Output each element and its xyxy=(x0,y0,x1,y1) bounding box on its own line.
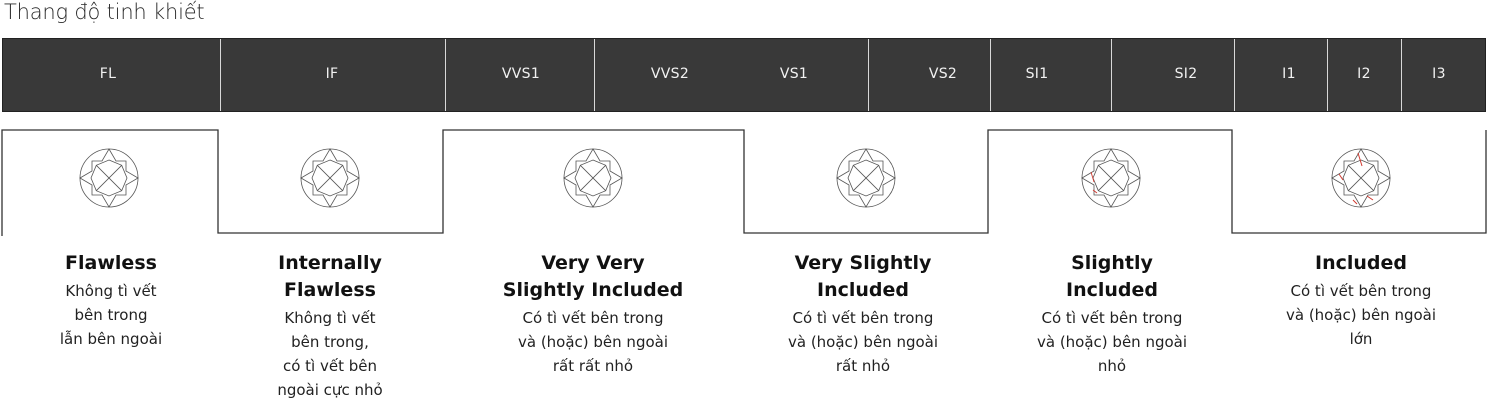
group-description: Có tì vết bên trong và (hoặc) bên ngoài … xyxy=(1286,279,1436,351)
grade-label-fl: FL xyxy=(99,66,117,82)
group-description: Có tì vết bên trong và (hoặc) bên ngoài … xyxy=(1037,306,1187,378)
scale-divider xyxy=(990,39,991,111)
group-description: Không tì vết bên trong, có tì vết bên ng… xyxy=(277,306,382,402)
large-inclusion-diamond-icon xyxy=(1331,148,1391,208)
grade-label-si1: SI1 xyxy=(1025,66,1049,82)
group-desc-line: Không tì vết xyxy=(65,282,157,300)
group-desc-line: nhỏ xyxy=(1097,357,1127,375)
grade-label-i2: I2 xyxy=(1357,66,1371,82)
group-desc-line: Không tì vết xyxy=(284,309,376,327)
clarity-group-flawless: Flawless Không tì vết bên trong lẫn bên … xyxy=(60,250,162,351)
clear-diamond-icon xyxy=(79,148,139,208)
group-desc-line: có tì vết bên xyxy=(282,357,378,375)
grade-label-vvs2: VVS2 xyxy=(650,66,690,82)
group-desc-line: Có tì vết bên trong xyxy=(1290,282,1432,300)
small-inclusion-diamond-icon xyxy=(1081,148,1141,208)
step-outline xyxy=(1,129,1487,236)
group-name-line: Slightly Included xyxy=(502,279,684,301)
group-name-line: Flawless xyxy=(65,252,157,274)
group-desc-line: và (hoặc) bên ngoài xyxy=(517,333,669,351)
group-name: Very Very Slightly Included xyxy=(503,250,683,304)
clarity-group-si: Slightly Included Có tì vết bên trong và… xyxy=(1037,250,1187,378)
group-description: Có tì vết bên trong và (hoặc) bên ngoài … xyxy=(503,306,683,378)
group-desc-line: và (hoặc) bên ngoài xyxy=(1036,333,1188,351)
clarity-scale-bar: FL IF VVS1 VVS2 VS1 VS2 SI1 SI2 I1 I2 I3 xyxy=(2,38,1486,112)
group-name-line: Slightly xyxy=(1071,252,1153,274)
scale-divider xyxy=(1234,39,1235,111)
group-name-line: Very Very xyxy=(541,252,645,274)
group-name: Internally Flawless xyxy=(277,250,382,304)
clear-diamond-icon xyxy=(563,148,623,208)
group-desc-line: Có tì vết bên trong xyxy=(792,309,934,327)
group-name-line: Internally xyxy=(278,252,382,274)
group-name: Very Slightly Included xyxy=(788,250,938,304)
group-desc-line: lớn xyxy=(1349,330,1373,348)
group-desc-line: bên trong, xyxy=(291,333,369,351)
grade-label-si2: SI2 xyxy=(1174,66,1198,82)
group-desc-line: Có tì vết bên trong xyxy=(522,309,664,327)
group-desc-line: rất rất nhỏ xyxy=(552,357,634,375)
group-description: Không tì vết bên trong lẫn bên ngoài xyxy=(60,279,162,351)
group-name: Flawless xyxy=(60,250,162,277)
scale-divider xyxy=(1327,39,1328,111)
grade-label-if: IF xyxy=(325,66,339,82)
group-name-line: Flawless xyxy=(284,279,376,301)
scale-divider xyxy=(594,39,595,111)
grade-label-i1: I1 xyxy=(1282,66,1296,82)
step-line xyxy=(1,129,1487,236)
grade-label-i3: I3 xyxy=(1432,66,1446,82)
clear-diamond-icon xyxy=(300,148,360,208)
grade-label-vs2: VS2 xyxy=(928,66,958,82)
clarity-group-vs: Very Slightly Included Có tì vết bên tro… xyxy=(788,250,938,378)
group-desc-line: và (hoặc) bên ngoài xyxy=(787,333,939,351)
group-desc-line: rất nhỏ xyxy=(835,357,891,375)
scale-divider xyxy=(868,39,869,111)
group-desc-line: bên trong xyxy=(74,306,148,324)
clarity-group-internally-flawless: Internally Flawless Không tì vết bên tro… xyxy=(277,250,382,402)
grade-label-vs1: VS1 xyxy=(779,66,809,82)
group-name-line: Included xyxy=(817,279,909,301)
clear-diamond-icon xyxy=(836,148,896,208)
group-desc-line: ngoài cực nhỏ xyxy=(277,381,383,399)
group-desc-line: và (hoặc) bên ngoài xyxy=(1285,306,1437,324)
clarity-group-included: Included Có tì vết bên trong và (hoặc) b… xyxy=(1286,250,1436,351)
clarity-group-vvs: Very Very Slightly Included Có tì vết bê… xyxy=(503,250,683,378)
group-desc-line: Có tì vết bên trong xyxy=(1041,309,1183,327)
scale-divider xyxy=(220,39,221,111)
group-name: Slightly Included xyxy=(1037,250,1187,304)
grade-label-vvs1: VVS1 xyxy=(501,66,541,82)
group-name: Included xyxy=(1286,250,1436,277)
scale-divider xyxy=(1111,39,1112,111)
group-description: Có tì vết bên trong và (hoặc) bên ngoài … xyxy=(788,306,938,378)
group-name-line: Included xyxy=(1066,279,1158,301)
group-name-line: Very Slightly xyxy=(794,252,932,274)
group-name-line: Included xyxy=(1315,252,1407,274)
scale-divider xyxy=(1401,39,1402,111)
group-desc-line: lẫn bên ngoài xyxy=(59,330,163,348)
page-title: Thang độ tinh khiết xyxy=(4,0,205,24)
scale-divider xyxy=(445,39,446,111)
